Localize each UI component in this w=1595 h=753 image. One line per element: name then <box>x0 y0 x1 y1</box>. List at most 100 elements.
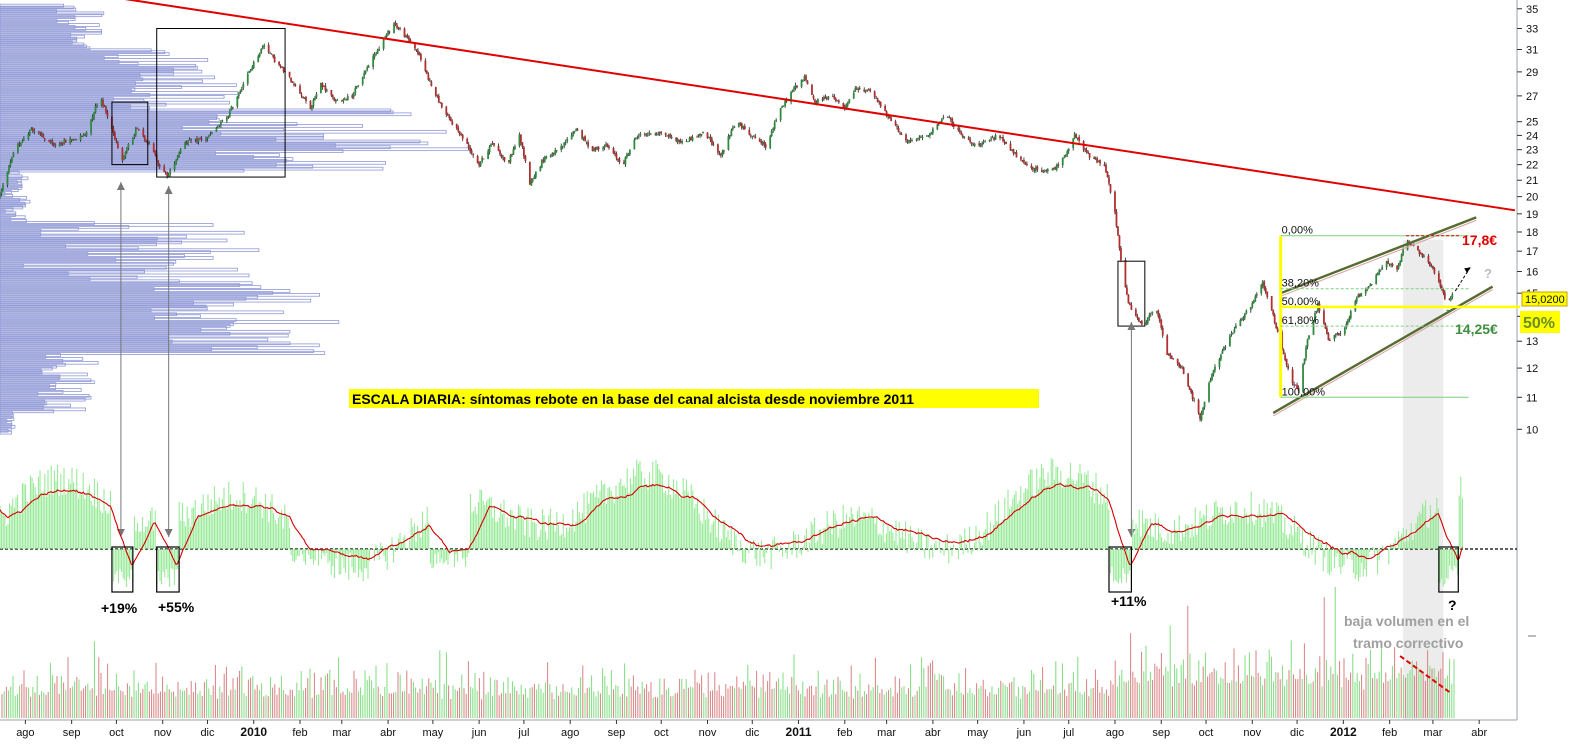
price-tick-label: 21 <box>1526 175 1538 187</box>
volume-profile-bar <box>0 69 203 74</box>
candle-body <box>460 134 463 135</box>
candle-body <box>991 137 994 139</box>
candle-body <box>593 148 595 151</box>
candle-body <box>1376 273 1379 276</box>
volume-profile-bar <box>0 201 26 206</box>
price-tick-label: 31 <box>1526 45 1538 57</box>
volume-profile-bar <box>0 386 57 390</box>
volume-profile-bar <box>0 131 222 136</box>
candle-body <box>699 134 701 136</box>
candle-body <box>602 148 604 150</box>
candle-body <box>499 150 501 155</box>
volume-profile-bar <box>0 75 216 80</box>
candle-body <box>857 88 860 91</box>
volume-profile-bar <box>0 279 180 284</box>
candle-body <box>582 137 585 140</box>
candle-body <box>1118 235 1121 249</box>
volume-profile-bar <box>0 423 13 427</box>
candle-body <box>897 127 900 133</box>
candle-body <box>428 80 431 82</box>
candle-body <box>1109 184 1112 193</box>
volume-profile-bar <box>0 362 66 367</box>
candle-body <box>1188 386 1191 390</box>
volume-profile-bar <box>0 211 17 216</box>
candle-body <box>220 121 222 126</box>
volume-profile-bar <box>0 162 277 167</box>
volume-profile-bar <box>0 98 145 103</box>
price-tick-label: 35 <box>1526 4 1538 16</box>
volume-profile-bar <box>0 296 247 301</box>
volume-profile-bar <box>0 250 211 254</box>
candle-body <box>982 141 985 143</box>
candle-body <box>93 112 95 118</box>
candle-body <box>1255 293 1258 296</box>
candle-body <box>796 85 798 88</box>
candle-body <box>299 85 301 94</box>
volume-profile-bar <box>0 260 177 264</box>
candle-body <box>424 60 427 72</box>
volume-profile-bar <box>0 62 139 66</box>
volume-profile-bar <box>0 399 46 404</box>
candle-body <box>896 126 898 128</box>
volume-profile-bar <box>0 145 391 150</box>
candle-body <box>263 45 266 47</box>
candle-body <box>290 77 292 82</box>
candle-body <box>1020 156 1022 160</box>
candle-body <box>1073 133 1076 139</box>
volume-profile-bar <box>0 339 173 344</box>
volume-profile-bar <box>0 65 198 70</box>
candle-body <box>508 160 510 162</box>
candle-body <box>1297 387 1300 391</box>
candle-body <box>322 86 325 87</box>
volume-profile-bar <box>0 209 6 214</box>
candle-body <box>1033 169 1036 171</box>
candle-body <box>926 135 928 137</box>
volume-profile-bar <box>0 228 42 233</box>
candle-body <box>1379 269 1382 271</box>
candle-body <box>397 27 400 29</box>
volume-profile-bar <box>0 273 250 278</box>
volume-profile-bar <box>0 415 13 419</box>
candle-body <box>763 141 766 146</box>
candle-body <box>1136 316 1139 318</box>
candle-body <box>399 28 401 30</box>
candle-body <box>40 133 43 136</box>
candle-body <box>1055 164 1058 170</box>
candle-body <box>185 142 188 144</box>
candle-body <box>449 117 452 121</box>
candle-body <box>100 100 103 106</box>
candle-body <box>1261 281 1264 286</box>
candle-body <box>200 138 203 140</box>
volume-profile-bar <box>0 128 284 132</box>
projection-arrowhead <box>1464 267 1471 274</box>
volume-profile-bar <box>0 428 9 433</box>
annotations: ESCALA DIARIA: síntomas rebote en la bas… <box>101 232 1568 651</box>
candle-body <box>30 128 33 130</box>
candle-body <box>949 117 952 120</box>
candle-body <box>594 147 597 150</box>
candle-body <box>487 151 489 159</box>
candle-body <box>533 176 536 180</box>
candle-body <box>639 133 642 136</box>
candle-body <box>166 172 169 177</box>
oscillator-panel <box>0 458 1517 593</box>
candle-body <box>482 158 485 160</box>
candle-body <box>333 97 336 102</box>
candle-body <box>125 148 128 152</box>
candle-body <box>770 131 773 137</box>
candle-body <box>1061 157 1064 166</box>
candle-body <box>387 31 389 35</box>
candle-body <box>42 135 45 138</box>
candle-body <box>888 116 891 119</box>
candle-body <box>803 76 806 81</box>
volume-profile-bar <box>0 141 429 146</box>
candle-body <box>1127 294 1130 304</box>
candle-body <box>1388 264 1391 266</box>
volume-note-line1: baja volumen en el <box>1344 613 1469 629</box>
candle-body <box>114 133 116 140</box>
candle-body <box>728 135 731 137</box>
candle-body <box>91 116 94 120</box>
channel-line-upper-shadow <box>1280 219 1477 297</box>
candle-body <box>363 72 366 77</box>
candle-body <box>520 134 522 144</box>
